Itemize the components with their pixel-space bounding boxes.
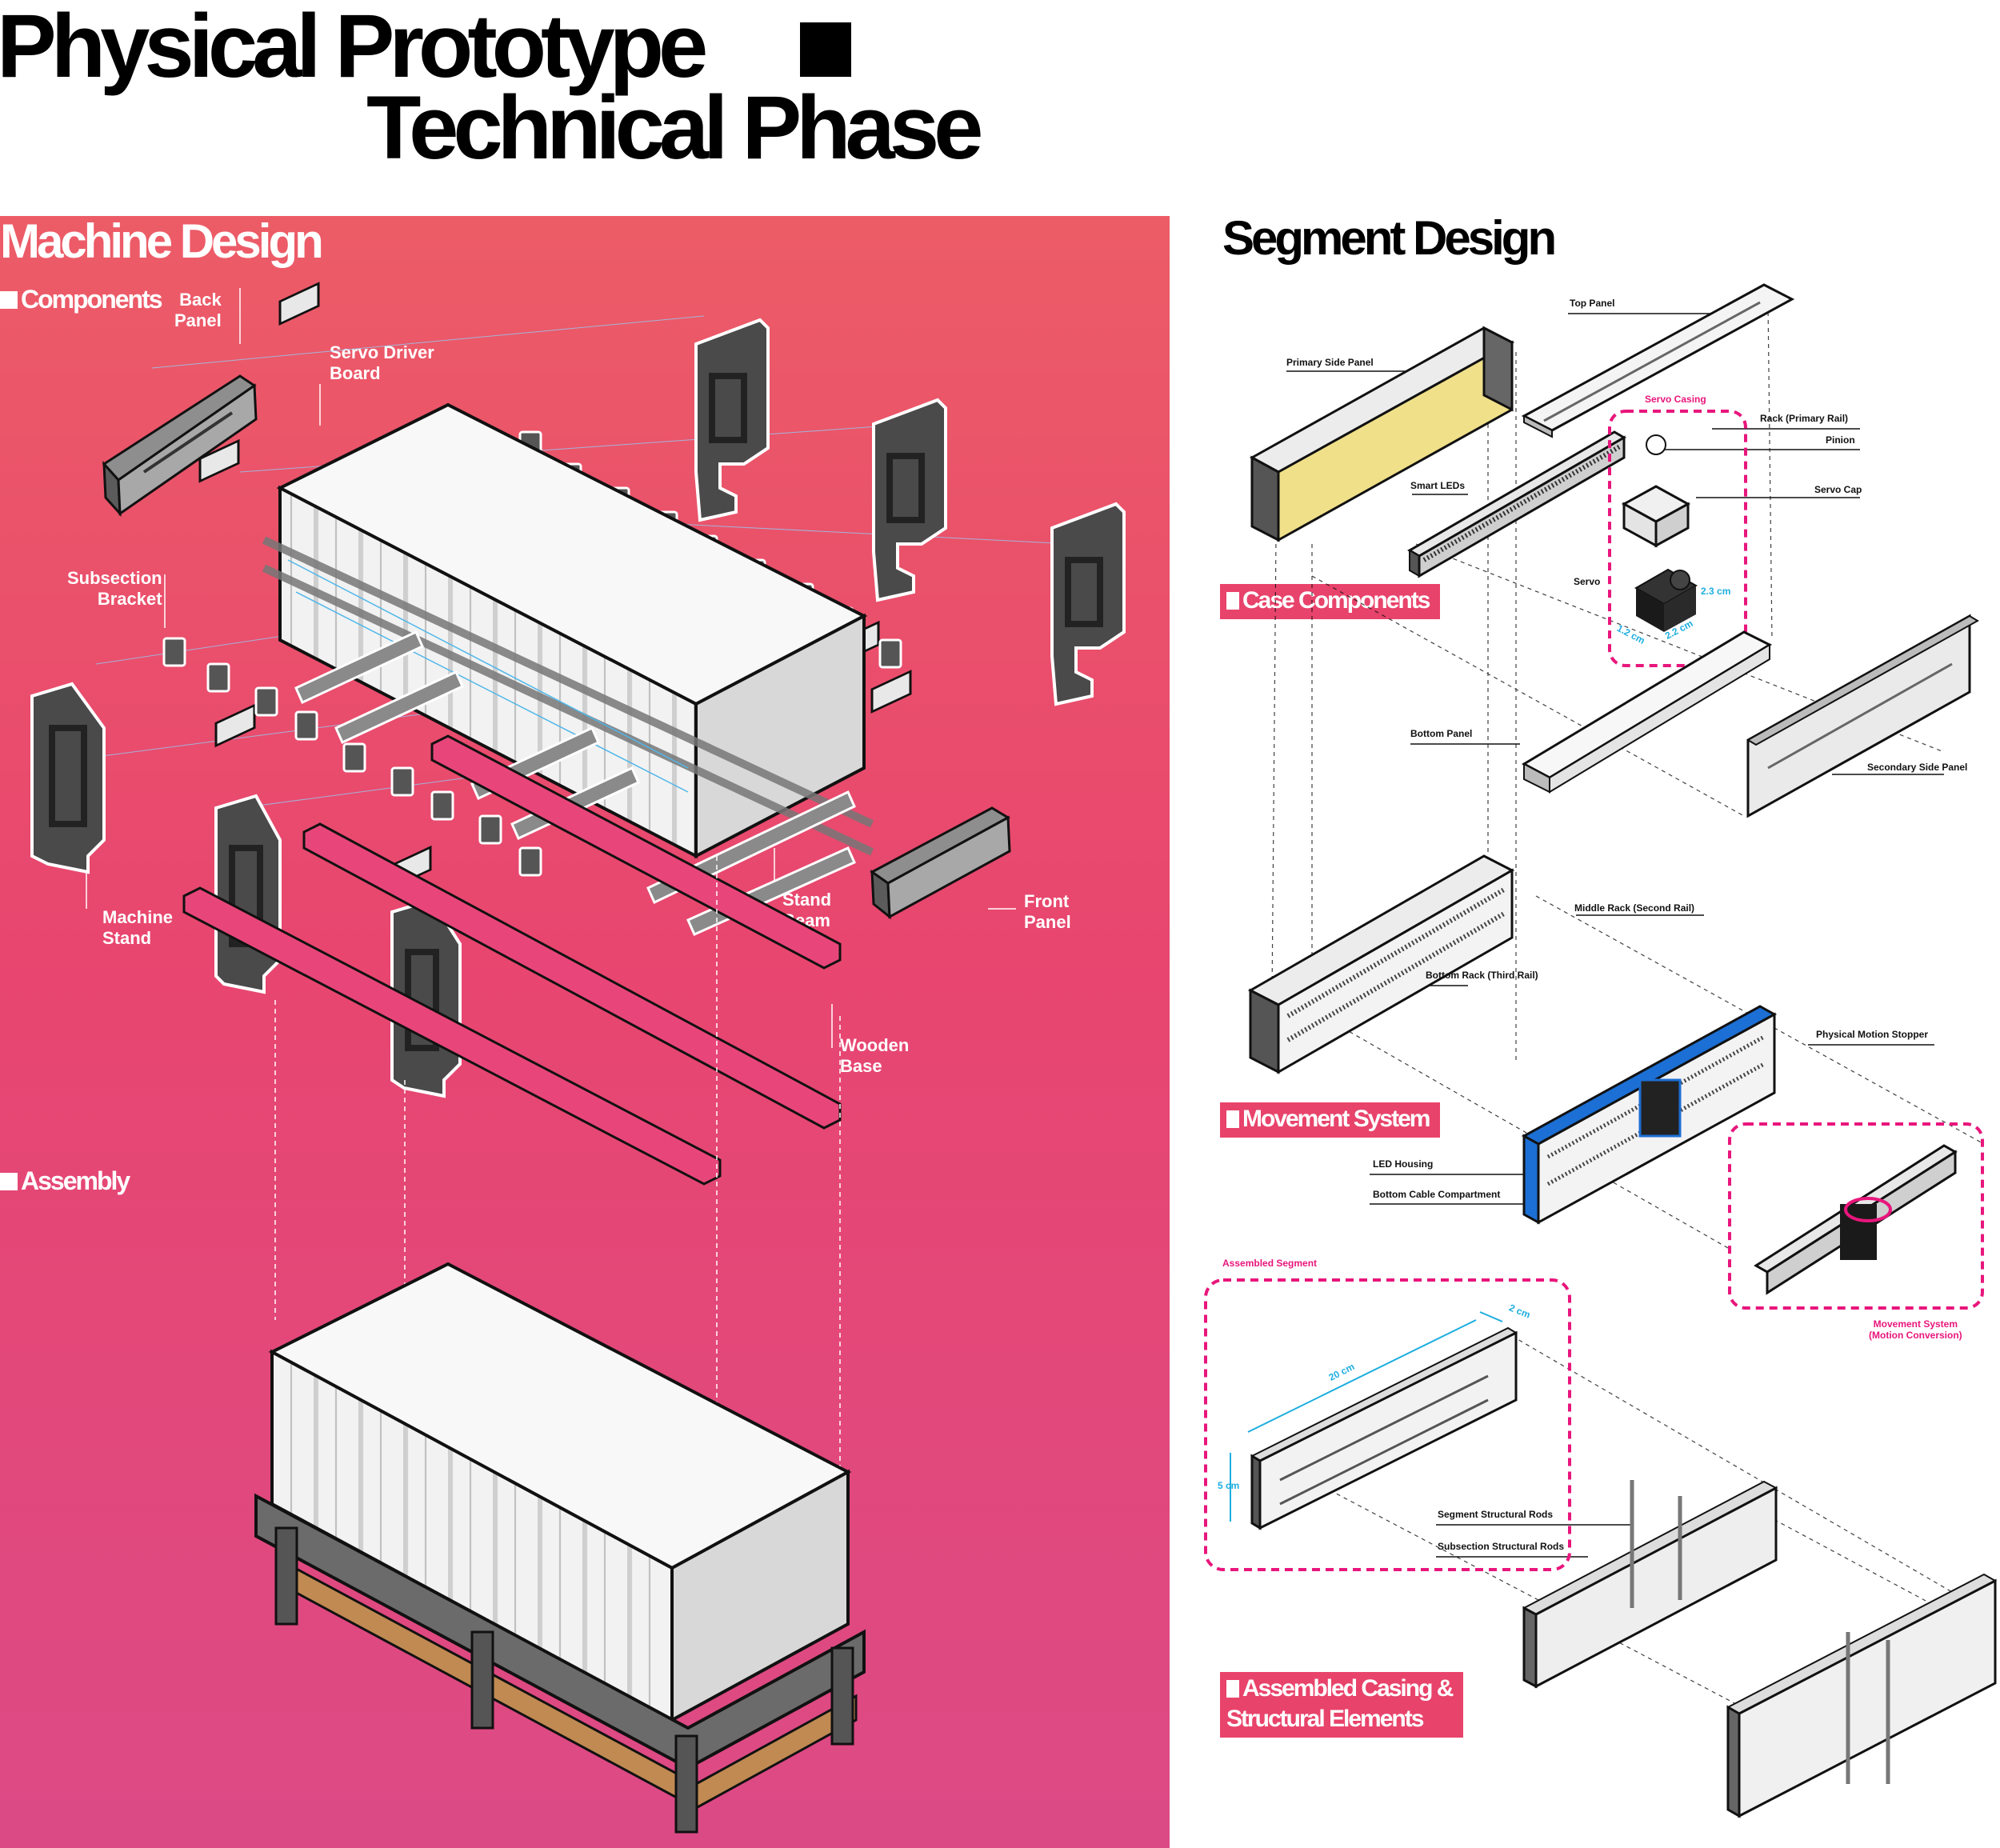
label-wooden-base: Wooden Base xyxy=(840,1035,910,1076)
label-bottom-panel: Bottom Panel xyxy=(1410,728,1473,739)
machine-design-panel: Machine Design Components Assembly Back … xyxy=(0,216,1170,1848)
label-servo: Servo xyxy=(1574,576,1601,587)
title-square-mark xyxy=(800,22,851,77)
label-servo-cap: Servo Cap xyxy=(1814,484,1862,495)
label-smart-leds: Smart LEDs xyxy=(1410,480,1466,491)
dim-servo-height: 2.3 cm xyxy=(1701,586,1731,597)
tag-movement-system: Movement System xyxy=(1220,1102,1441,1138)
label-middle-rack: Middle Rack (Second Rail) xyxy=(1574,902,1695,914)
label-rack-primary-rail: Rack (Primary Rail) xyxy=(1760,413,1849,424)
label-back-panel: Back Panel xyxy=(174,290,222,330)
tag-case-components: Case Components xyxy=(1220,584,1441,619)
tag-case-components-text: Case Components xyxy=(1242,587,1430,614)
assembly-heading-text: Assembly xyxy=(21,1166,130,1195)
label-led-housing: LED Housing xyxy=(1373,1158,1434,1170)
page-title-line-2: Technical Phase xyxy=(366,78,983,178)
tag-assembled-casing-text: Assembled Casing & Structural Elements xyxy=(1226,1675,1454,1732)
label-subsection-bracket: Subsection Bracket xyxy=(67,568,162,609)
label-primary-side-panel: Primary Side Panel xyxy=(1286,357,1374,368)
label-machine-stand: Machine Stand xyxy=(102,907,174,948)
segment-design-title: Segment Design xyxy=(1222,211,1557,265)
label-subsection-structural-rods: Subsection Structural Rods xyxy=(1438,1541,1565,1552)
tag-movement-system-text: Movement System xyxy=(1242,1106,1430,1132)
components-heading: Components xyxy=(0,285,163,314)
label-secondary-side-panel: Secondary Side Panel xyxy=(1867,762,1968,773)
leader-lines xyxy=(86,288,1016,1048)
label-servo-casing: Servo Casing xyxy=(1645,394,1706,405)
machine-illustration xyxy=(30,282,1126,1834)
machine-assembly xyxy=(254,1262,866,1834)
dim-segment-height: 5 cm xyxy=(1218,1480,1240,1491)
label-pinion: Pinion xyxy=(1826,434,1855,446)
label-movement-system-motion: Movement System (Motion Conversion) xyxy=(1869,1318,1962,1341)
components-heading-text: Components xyxy=(21,285,163,314)
label-physical-motion-stopper: Physical Motion Stopper xyxy=(1816,1029,1929,1040)
label-top-panel: Top Panel xyxy=(1570,298,1615,309)
assembly-heading: Assembly xyxy=(0,1166,130,1195)
label-assembled-segment: Assembled Segment xyxy=(1222,1258,1318,1269)
page-title-line-1: Physical Prototype xyxy=(0,0,708,96)
label-segment-structural-rods: Segment Structural Rods xyxy=(1438,1509,1554,1520)
label-bottom-cable-compartment: Bottom Cable Compartment xyxy=(1373,1189,1501,1200)
tag-assembled-casing: Assembled Casing & Structural Elements xyxy=(1220,1672,1464,1738)
label-bottom-rack: Bottom Rack (Third Rail) xyxy=(1426,970,1538,981)
label-front-panel: Front Panel xyxy=(1024,891,1071,932)
machine-design-title: Machine Design xyxy=(0,216,324,268)
